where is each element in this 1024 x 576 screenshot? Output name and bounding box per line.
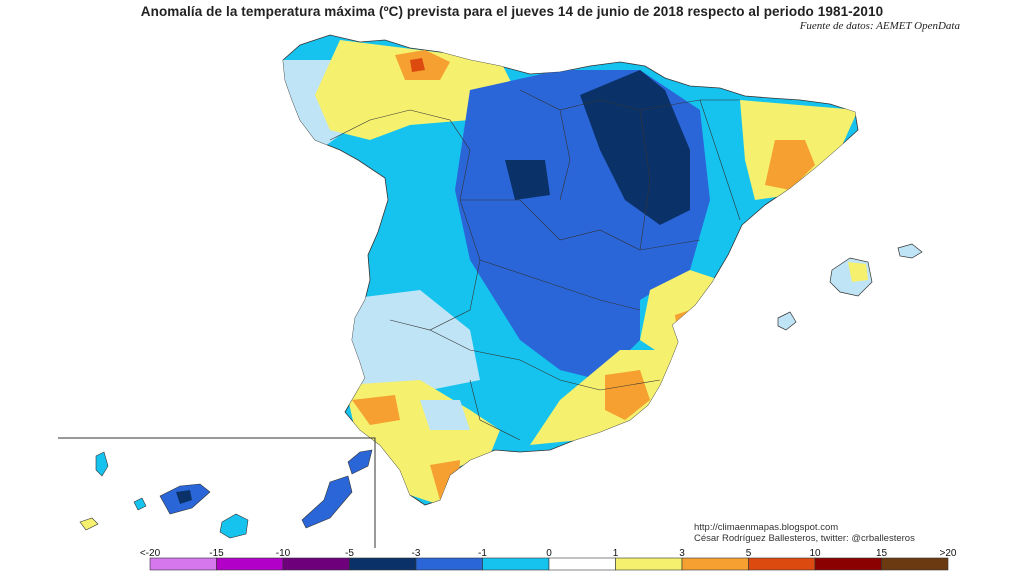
lanzarote [347, 449, 373, 475]
legend-swatch [615, 557, 683, 571]
zone-strong-cold-northeast [580, 70, 690, 225]
data-source: Fuente de datos: AEMET OpenData [799, 20, 960, 32]
legend-swatch [349, 557, 417, 571]
credits: http://climaenmapas.blogspot.com César R… [694, 522, 915, 544]
color-legend [149, 557, 949, 571]
zone-hot-north [410, 58, 425, 72]
legend-swatch [482, 557, 550, 571]
peninsula [282, 34, 859, 506]
mallorca-warm [848, 262, 868, 282]
menorca [897, 243, 923, 259]
legend-label: -1 [478, 548, 487, 559]
gran-canaria [219, 513, 249, 539]
legend-label: -3 [412, 548, 421, 559]
balearic-islands [777, 243, 923, 331]
legend-label: <-20 [140, 548, 161, 559]
la-palma [95, 451, 109, 477]
zone-slight-cool-south [420, 400, 470, 430]
canary-inset [58, 437, 376, 548]
legend-label: 3 [679, 548, 685, 559]
legend-label: 1 [613, 548, 619, 559]
region-borders [329, 89, 741, 441]
zone-warm-catalonia [765, 140, 815, 190]
legend-label: 5 [746, 548, 752, 559]
legend-label: -5 [345, 548, 354, 559]
zone-slight-cool-west [330, 290, 480, 390]
zone-warm-southeast [605, 370, 650, 420]
legend-swatch [814, 557, 882, 571]
tenerife-cold [176, 490, 192, 504]
legend-swatch [881, 557, 949, 571]
la-gomera [133, 497, 147, 511]
legend-label: 15 [876, 548, 888, 559]
zone-warm-southwest [352, 395, 400, 425]
ibiza [777, 311, 797, 331]
map-title: Anomalía de la temperatura máxima (ºC) p… [140, 4, 884, 19]
credits-url: http://climaenmapas.blogspot.com [694, 522, 839, 533]
legend-swatch [282, 557, 350, 571]
legend-swatch [748, 557, 816, 571]
legend-label: >20 [940, 548, 957, 559]
legend-swatch [149, 557, 217, 571]
legend-swatch [216, 557, 284, 571]
fuerteventura [301, 475, 353, 529]
legend-label: -15 [209, 548, 224, 559]
legend-label: 0 [546, 548, 552, 559]
zone-warm-valencia [675, 310, 692, 338]
credits-author: César Rodríguez Ballesteros, twitter: @c… [694, 533, 915, 544]
el-hierro [79, 517, 99, 531]
legend-swatch [415, 557, 483, 571]
legend-label: -10 [276, 548, 291, 559]
legend-swatch [681, 557, 749, 571]
legend-labels: <-20 -15 -10 -5 -3 -1 0 1 3 5 10 15 >20 [140, 548, 957, 559]
zone-strong-cold-center [505, 160, 550, 200]
legend-label: 10 [809, 548, 821, 559]
legend-swatch [548, 557, 616, 571]
